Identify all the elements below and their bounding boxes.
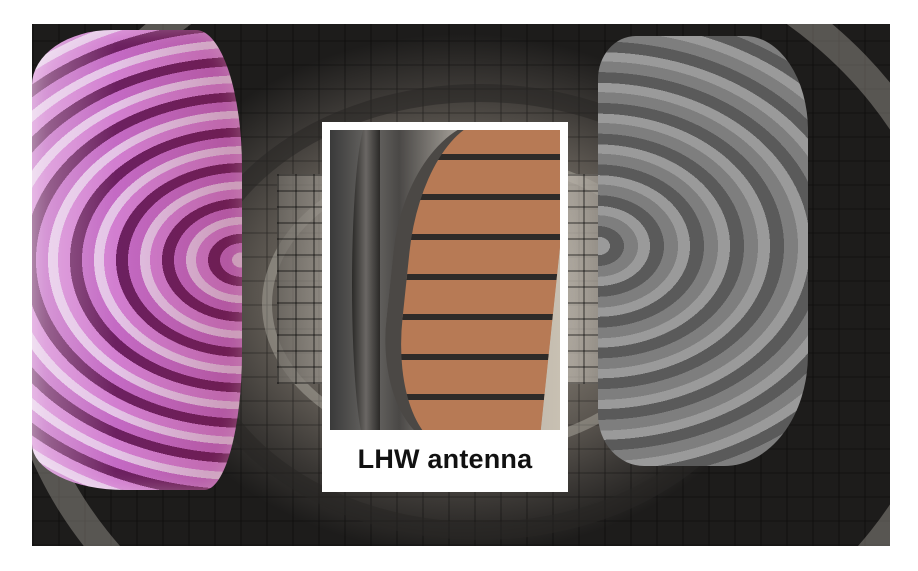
antenna-inset: LHW antenna [322,122,568,492]
antenna-photo [330,130,560,430]
antenna-waveguide-panel [372,130,560,430]
plasma-image-right [598,36,808,466]
plasma-image-left [32,30,242,490]
antenna-rail [352,130,380,430]
antenna-caption: LHW antenna [357,443,533,474]
